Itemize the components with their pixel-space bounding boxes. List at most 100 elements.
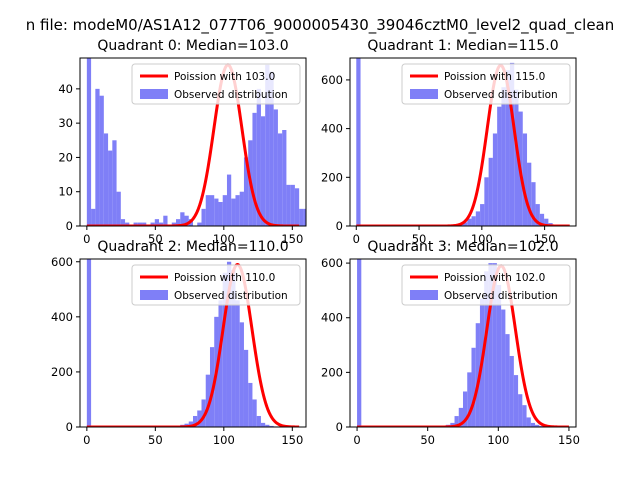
y-tick-label: 20 [58, 150, 73, 164]
hist-bar [467, 218, 472, 226]
hist-bar [526, 417, 531, 427]
legend-entry-observed: Observed distribution [444, 290, 558, 302]
hist-bar [222, 272, 227, 427]
subplot-quadrant-2: 0 50 100 150 0 200 400 600 Poission with 110.0 Ob… [51, 239, 307, 447]
hist-bar [235, 300, 240, 427]
legend-patch-swatch [410, 290, 438, 300]
hist-bar [239, 191, 244, 226]
hist-bar [527, 162, 532, 226]
x-tick-label: 50 [412, 232, 427, 246]
hist-bar [299, 208, 304, 226]
hist-bar [163, 215, 168, 226]
hist-bar [214, 198, 219, 226]
subplot-title: Quadrant 2: Median=110.0 [97, 239, 288, 255]
hist-bar [269, 71, 274, 226]
hist-bar [277, 133, 283, 226]
hist-bar [492, 263, 497, 427]
hist-bar [357, 259, 362, 427]
x-tick-label: 0 [83, 232, 90, 246]
y-tick-label: 600 [321, 256, 343, 270]
hist-bar [454, 416, 459, 427]
y-tick-label: 0 [336, 420, 343, 434]
hist-bar [159, 222, 164, 226]
hist-bar [488, 157, 493, 226]
hist-bar [248, 382, 253, 427]
y-tick-label: 10 [58, 185, 73, 199]
hist-bar [290, 184, 295, 226]
legend-entry-observed: Observed distribution [174, 290, 288, 302]
x-tick-label: 100 [213, 232, 235, 246]
subplot-grid: 0 50 100 150 0 10 20 30 40 Poission with 103.0 Obs… [51, 38, 580, 447]
hist-bar [273, 109, 278, 226]
poisson-curve [86, 263, 300, 427]
hist-bar [154, 219, 160, 226]
hist-bar [142, 222, 147, 226]
subplot-title: Quadrant 1: Median=115.0 [367, 38, 558, 54]
hist-bar [522, 405, 527, 427]
hist-bar [518, 394, 523, 427]
poisson-curve [86, 63, 300, 226]
hist-bar [103, 133, 109, 226]
hist-bar [294, 188, 300, 226]
hist-bar [239, 322, 244, 427]
subplot-title: Quadrant 0: Median=103.0 [97, 38, 288, 54]
x-tick-label: 150 [558, 433, 580, 447]
legend-entry-poisson: Poission with 115.0 [444, 71, 545, 83]
hist-bar [480, 204, 485, 226]
hist-bar [91, 208, 96, 226]
hist-bar [193, 415, 198, 427]
axes-frame [79, 57, 307, 227]
hist-bar [209, 195, 215, 226]
axes-frame [79, 258, 307, 428]
hist-bar [201, 208, 206, 226]
legend: Poission with 103.0 Observed distribution [131, 63, 301, 105]
hist-bar [112, 140, 117, 226]
hist-bar [243, 349, 249, 427]
poisson-curve [356, 264, 570, 427]
hist-bar [226, 261, 232, 427]
legend-entry-observed: Observed distribution [174, 89, 288, 101]
x-tick-label: 50 [148, 433, 163, 447]
hist-bar [475, 323, 480, 427]
hist-bar [356, 58, 361, 226]
plot-area [86, 58, 306, 226]
hist-bar [133, 222, 138, 226]
hist-bar [252, 112, 257, 226]
hist-bar [197, 222, 202, 226]
x-tick-label: 0 [353, 232, 360, 246]
legend-entry-poisson: Poission with 103.0 [174, 71, 275, 83]
hist-bar [176, 219, 181, 226]
hist-bar [458, 407, 463, 427]
hist-bar [231, 270, 236, 427]
hist-bar [269, 425, 274, 427]
hist-bar [188, 421, 193, 427]
hist-bar [231, 198, 236, 226]
hist-bar [463, 391, 468, 427]
hist-bar [492, 133, 498, 226]
legend-entry-observed: Observed distribution [444, 89, 558, 101]
hist-bar [522, 133, 528, 226]
hist-bar [505, 70, 510, 226]
hist-bar [218, 202, 223, 226]
hist-bar [513, 375, 519, 427]
y-tick-label: 0 [66, 420, 73, 434]
x-tick-label: 150 [534, 232, 556, 246]
figure-suptitle: n file: modeM0/AS1A12_077T06_9000005430_… [26, 16, 615, 35]
y-tick-label: 200 [321, 365, 343, 379]
x-tick-label: 50 [148, 232, 163, 246]
hist-bar [256, 415, 261, 427]
y-tick-label: 40 [58, 82, 73, 96]
hist-bar [86, 58, 92, 226]
legend-patch-swatch [140, 290, 168, 300]
plot-area [355, 58, 571, 226]
hist-bar [514, 89, 519, 226]
hist-bar [535, 424, 540, 427]
hist-bar [484, 177, 489, 226]
x-tick-label: 100 [471, 232, 493, 246]
axes-frame [349, 258, 577, 428]
hist-bar [539, 213, 545, 226]
hist-bar [95, 88, 100, 226]
legend-patch-swatch [410, 89, 438, 99]
hist-bar [286, 184, 291, 226]
hist-bar [197, 410, 202, 427]
